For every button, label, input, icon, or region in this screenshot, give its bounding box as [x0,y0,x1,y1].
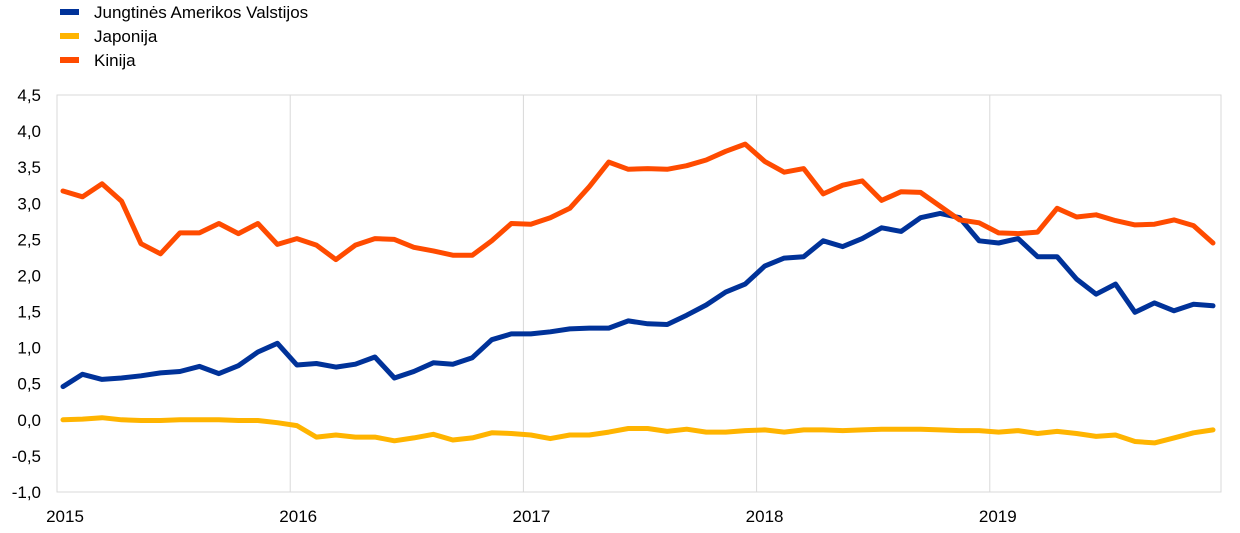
y-tick-label: 1,0 [17,339,41,358]
y-tick-label: 4,5 [17,86,41,105]
legend: Jungtinės Amerikos Valstijos Japonija Kini… [60,3,308,70]
legend-label: Kinija [94,51,136,70]
y-tick-label: -0,5 [12,447,41,466]
plot-frame [56,94,1222,493]
y-tick-label: -1,0 [12,483,41,502]
x-tick-label: 2017 [512,507,550,526]
y-tick-label: 2,5 [17,230,41,249]
legend-label: Jungtinės Amerikos Valstijos [94,3,308,22]
series-line-3 [60,141,1216,263]
y-tick-label: 2,0 [17,266,41,285]
x-tick-label: 2015 [46,507,84,526]
y-tick-label: 3,5 [17,158,41,177]
series-line-1 [60,210,1216,390]
x-tick-label: 2019 [979,507,1017,526]
y-tick-label: 3,0 [17,194,41,213]
y-tick-label: 1,5 [17,303,41,322]
x-tick-label: 2016 [279,507,317,526]
y-tick-label: 0,0 [17,411,41,430]
x-tick-label: 2018 [746,507,784,526]
legend-label: Japonija [94,27,158,46]
y-tick-label: 4,0 [17,122,41,141]
plot-area: 2015 2016 2017 2018 2019 4,5 4,0 3,5 3,0 2,5 2,0 1,… [12,86,1222,526]
series-line-2 [60,415,1216,446]
y-tick-label: 0,5 [17,375,41,394]
